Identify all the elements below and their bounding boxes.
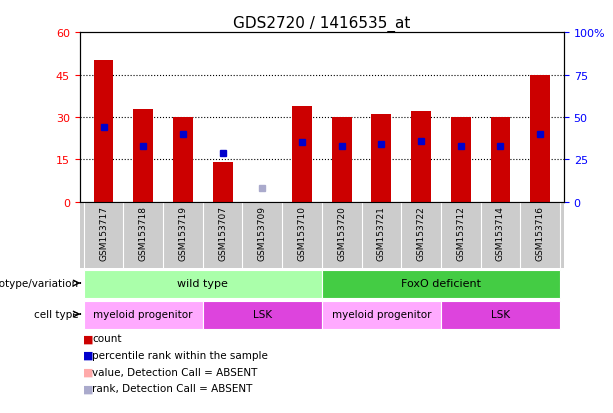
Bar [292, 107, 312, 202]
Text: GSM153709: GSM153709 [258, 206, 267, 261]
Text: GSM153714: GSM153714 [496, 206, 505, 261]
Text: GSM153718: GSM153718 [139, 206, 148, 261]
Bar [371, 115, 391, 202]
Text: GSM153719: GSM153719 [178, 206, 188, 261]
Bar [451, 118, 471, 202]
Text: GSM153707: GSM153707 [218, 206, 227, 261]
Bar [133, 109, 153, 202]
Bar [213, 163, 232, 202]
Bar [441, 301, 560, 329]
Text: GSM153716: GSM153716 [536, 206, 544, 261]
Bar [83, 270, 322, 298]
Text: myeloid progenitor: myeloid progenitor [332, 309, 431, 319]
Text: count: count [92, 334, 121, 344]
Bar [203, 301, 322, 329]
Bar [530, 75, 550, 202]
Text: wild type: wild type [177, 278, 228, 288]
Text: genotype/variation: genotype/variation [0, 278, 79, 288]
Text: GSM153722: GSM153722 [417, 206, 425, 260]
Text: LSK: LSK [491, 309, 510, 319]
Bar [322, 301, 441, 329]
Bar [411, 112, 431, 202]
Text: FoxO deficient: FoxO deficient [401, 278, 481, 288]
Bar [490, 118, 511, 202]
Text: myeloid progenitor: myeloid progenitor [93, 309, 193, 319]
Text: percentile rank within the sample: percentile rank within the sample [92, 350, 268, 360]
Bar [94, 61, 113, 202]
Text: LSK: LSK [253, 309, 272, 319]
Bar [332, 118, 352, 202]
Text: ■: ■ [83, 367, 93, 377]
Text: ■: ■ [83, 350, 93, 360]
Text: GSM153712: GSM153712 [456, 206, 465, 261]
Title: GDS2720 / 1416535_at: GDS2720 / 1416535_at [233, 16, 411, 32]
Text: cell type: cell type [34, 309, 79, 319]
Text: GSM153721: GSM153721 [377, 206, 386, 261]
Text: value, Detection Call = ABSENT: value, Detection Call = ABSENT [92, 367, 257, 377]
Text: GSM153710: GSM153710 [297, 206, 306, 261]
Text: GSM153717: GSM153717 [99, 206, 108, 261]
Text: rank, Detection Call = ABSENT: rank, Detection Call = ABSENT [92, 383, 253, 393]
Bar [322, 270, 560, 298]
Bar [173, 118, 193, 202]
Text: GSM153720: GSM153720 [337, 206, 346, 261]
Bar [83, 301, 203, 329]
Text: ■: ■ [83, 383, 93, 393]
Text: ■: ■ [83, 334, 93, 344]
